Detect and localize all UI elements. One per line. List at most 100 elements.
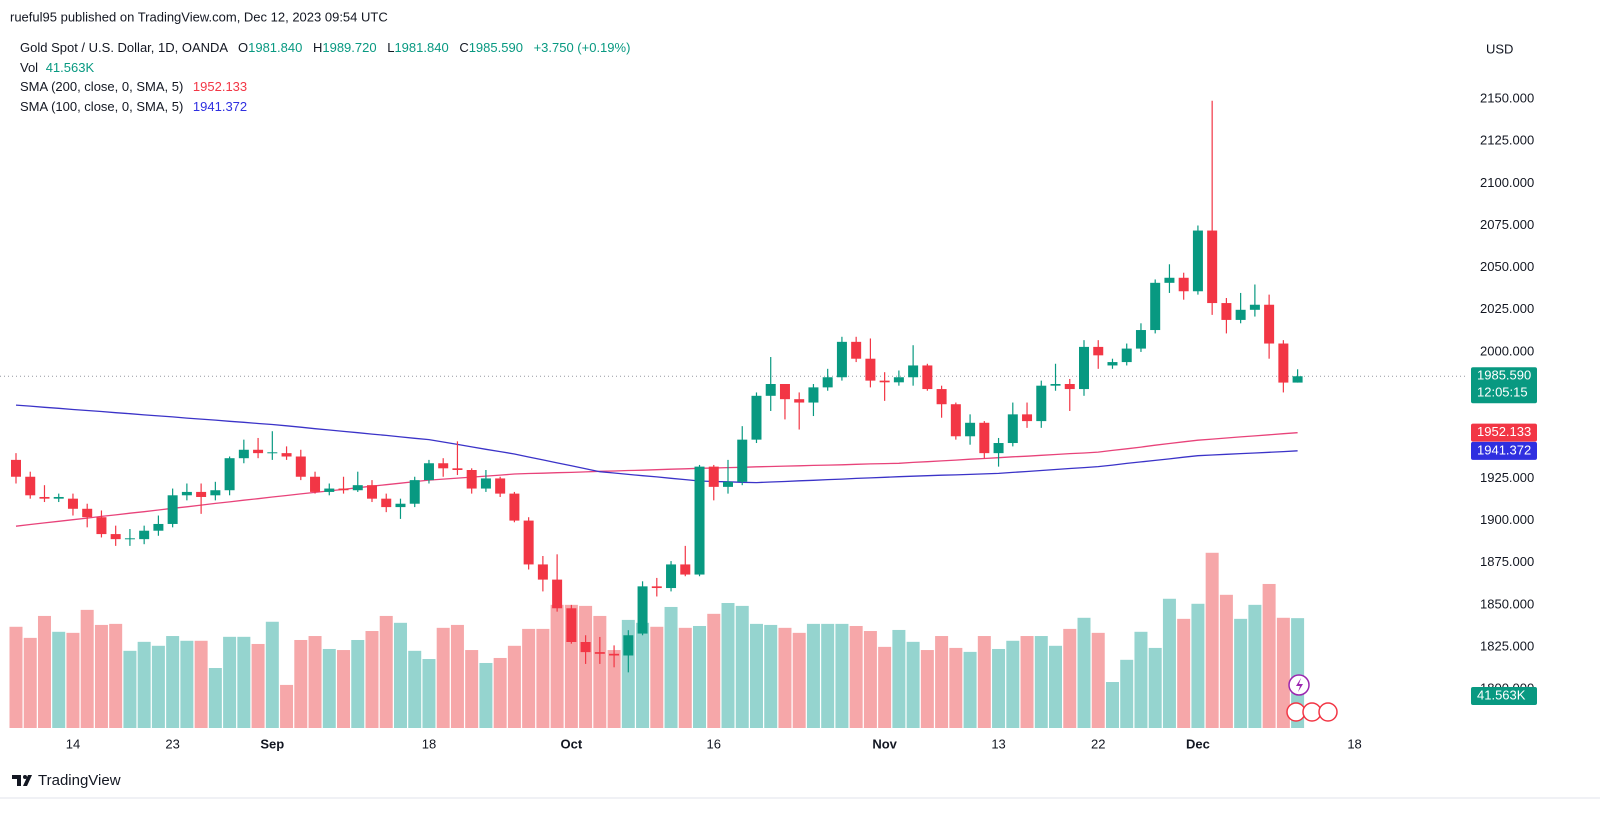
volume-bar — [778, 627, 792, 728]
candle-body — [993, 443, 1004, 454]
candle-body — [210, 490, 221, 496]
volume-bar — [166, 636, 180, 728]
candle-body — [1292, 376, 1303, 383]
candle-body — [509, 493, 520, 521]
volume-bar — [351, 639, 365, 728]
x-tick-label: 23 — [165, 736, 179, 751]
candle-body — [623, 635, 634, 656]
candle-body — [1264, 304, 1275, 344]
candle-body — [67, 498, 78, 509]
volume-bar — [1262, 583, 1276, 728]
candle-body — [295, 456, 306, 477]
plot-area — [0, 100, 1466, 728]
x-tick-label: Dec — [1186, 736, 1210, 751]
volume-bar — [223, 636, 237, 728]
volume-bar — [194, 640, 208, 728]
candle-body — [153, 523, 164, 531]
volume-bar — [507, 645, 521, 728]
candle-body — [523, 520, 534, 565]
candle-body — [694, 466, 705, 575]
candle-body — [381, 498, 392, 508]
volume-bar — [579, 605, 593, 728]
candle-body — [310, 476, 321, 492]
candle-body — [53, 496, 64, 499]
x-tick-label: Oct — [561, 736, 583, 751]
candle-body — [836, 341, 847, 378]
candle-body — [1150, 282, 1161, 331]
volume-bar — [1291, 618, 1305, 728]
volume-bar — [337, 650, 351, 728]
candle-body — [110, 534, 121, 540]
candle-body — [609, 653, 620, 656]
candle-body — [238, 449, 249, 459]
volume-label: 41.563K — [1477, 687, 1526, 702]
volume-bar — [892, 629, 906, 728]
volume-bar — [1120, 659, 1134, 728]
volume-bar — [408, 650, 422, 728]
candle-body — [1007, 414, 1018, 444]
candle-body — [808, 387, 819, 403]
candle-body — [1079, 346, 1089, 390]
y-tick-label: 1825.000 — [1480, 638, 1534, 653]
volume-bar — [308, 636, 322, 728]
candle-body — [779, 384, 790, 400]
candle-body — [466, 470, 477, 489]
volume-bar — [1049, 645, 1063, 728]
volume-bar — [935, 636, 949, 728]
candle-body — [965, 422, 976, 437]
volume-bar — [1077, 617, 1091, 728]
candle-body — [552, 579, 563, 609]
volume-bar — [208, 668, 222, 728]
legend-sma: SMA (200, close, 0, SMA, 5) 1952.133 — [20, 79, 247, 94]
sma-price-label: 1952.133 — [1477, 424, 1531, 439]
logo-dot — [23, 775, 27, 779]
volume-bar — [1105, 682, 1119, 728]
price-axis: 1800.0001825.0001850.0001875.0001900.000… — [66, 90, 1537, 751]
candle-body — [338, 488, 349, 491]
sma-price-box — [1471, 441, 1537, 460]
candle-body — [167, 495, 178, 524]
candle-body — [495, 478, 506, 494]
candle-body — [765, 384, 776, 396]
y-tick-label: 2125.000 — [1480, 133, 1534, 148]
last-price-box — [1471, 367, 1537, 404]
volume-bar — [693, 625, 707, 728]
legend-main: Gold Spot / U.S. Dollar, 1D, OANDA O1981… — [20, 40, 630, 55]
x-tick-label: Nov — [872, 736, 897, 751]
high-label: H — [313, 40, 322, 55]
candle-body — [893, 377, 904, 383]
candle-body — [352, 485, 363, 491]
x-tick-label: 16 — [707, 736, 721, 751]
volume-bar — [522, 628, 536, 728]
candle-body — [1249, 304, 1260, 310]
candle-body — [680, 564, 691, 575]
volume-bar — [1091, 632, 1105, 728]
x-tick-label: 14 — [66, 736, 80, 751]
publisher: rueful95 published on TradingView.com, D… — [10, 9, 388, 24]
candle-body — [936, 389, 947, 405]
candle-body — [1064, 384, 1075, 390]
sma-price-box — [1471, 423, 1537, 442]
currency: USD — [1486, 41, 1513, 56]
candle-body — [1107, 362, 1118, 366]
volume-bar — [1177, 618, 1191, 728]
volume-bar — [1234, 618, 1248, 728]
volume-bar — [151, 645, 165, 728]
volume-bar — [764, 624, 778, 728]
volume-bar — [436, 627, 450, 728]
candle-body — [1235, 309, 1246, 320]
candle-body — [124, 538, 135, 540]
volume-bar — [294, 639, 308, 728]
event-bolt — [1296, 678, 1303, 692]
volume-bar — [80, 609, 94, 728]
y-tick-label: 2100.000 — [1480, 175, 1534, 190]
volume-bar — [963, 651, 977, 728]
volume-bar — [977, 636, 991, 728]
volume-bar — [949, 647, 963, 728]
candle-body — [96, 517, 107, 535]
y-tick-label: 1850.000 — [1480, 596, 1534, 611]
logo-mark — [12, 775, 32, 786]
volume-bar — [1191, 603, 1205, 728]
volume-bar — [1020, 636, 1034, 728]
volume-bar — [1219, 594, 1233, 728]
